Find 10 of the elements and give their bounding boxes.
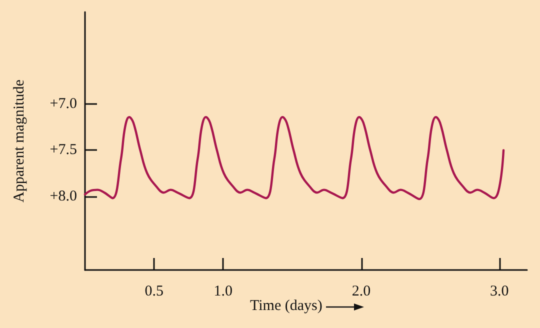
y-axis-title: Apparent magnitude (12, 79, 28, 202)
y-tick-label: +8.0 (50, 188, 77, 204)
y-tick-label: +7.5 (50, 142, 77, 158)
x-tick-label: 1.0 (214, 284, 232, 300)
x-tick-label: 2.0 (352, 284, 371, 300)
y-tick-label: +7.0 (50, 96, 77, 112)
line-series (84, 116, 505, 200)
x-tick-label: 3.0 (490, 284, 509, 300)
x-tick-label: 0.5 (144, 284, 164, 300)
x-axis-title: Time (days) (250, 298, 322, 315)
